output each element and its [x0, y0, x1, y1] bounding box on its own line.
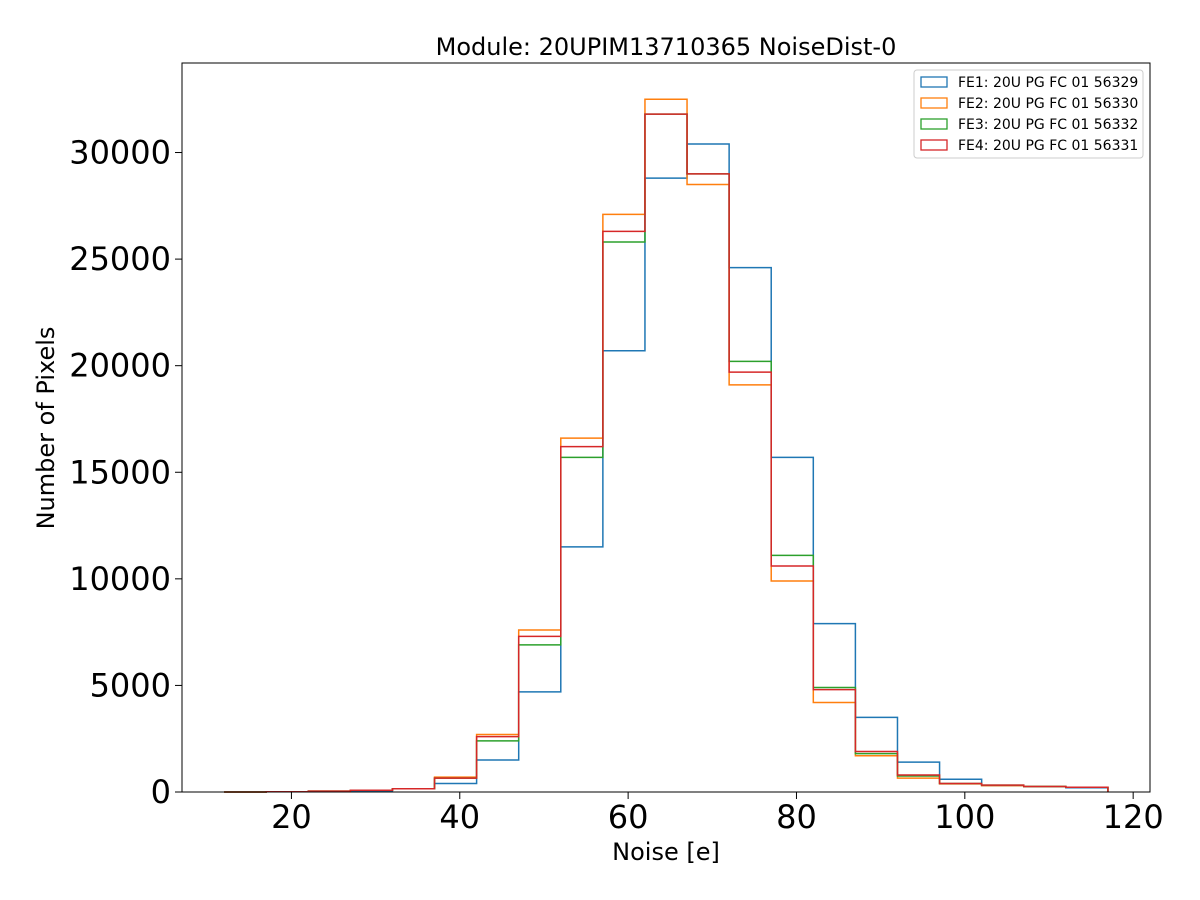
x-tick-label: 120 — [1103, 798, 1164, 836]
legend-swatch — [920, 76, 948, 88]
x-axis-ticks: 20 40 60 80 100 120 — [271, 792, 1164, 836]
series-1-histogram — [224, 143, 1109, 793]
legend-swatch — [920, 118, 948, 130]
chart-title: Module: 20UPIM13710365 NoiseDist-0 — [436, 33, 897, 61]
x-tick-label: 20 — [271, 798, 312, 836]
series-3-histogram — [224, 113, 1109, 793]
legend-swatch — [920, 97, 948, 109]
y-tick-label: 10000 — [69, 560, 171, 598]
legend: FE1: 20U PG FC 01 56329 FE2: 20U PG FC 01… — [913, 69, 1144, 159]
y-axis-ticks: 0 5000 10000 15000 20000 25000 30000 — [69, 134, 182, 811]
x-tick-label: 100 — [934, 798, 995, 836]
legend-entry-label: FE1: 20U PG FC 01 56329 — [958, 75, 1138, 91]
y-axis-label: Number of Pixels — [32, 327, 60, 530]
series-4-histogram — [224, 113, 1109, 793]
series-layer — [224, 98, 1109, 793]
x-tick-label: 60 — [608, 798, 649, 836]
y-tick-label: 15000 — [69, 453, 171, 491]
y-tick-label: 30000 — [69, 134, 171, 172]
y-tick-label: 25000 — [69, 240, 171, 278]
legend-swatch — [920, 139, 948, 151]
legend-entry-label: FE2: 20U PG FC 01 56330 — [958, 96, 1138, 112]
legend-entry-label: FE3: 20U PG FC 01 56332 — [958, 117, 1138, 133]
y-tick-label: 5000 — [90, 666, 171, 704]
x-tick-label: 40 — [439, 798, 480, 836]
plot-frame — [181, 62, 1151, 793]
y-tick-label: 0 — [151, 773, 171, 811]
series-2-histogram — [224, 98, 1109, 793]
x-axis-label: Noise [e] — [612, 838, 720, 866]
y-tick-label: 20000 — [69, 347, 171, 385]
legend-entry-label: FE4: 20U PG FC 01 56331 — [958, 138, 1138, 154]
x-tick-label: 80 — [776, 798, 817, 836]
legend-box — [913, 69, 1144, 159]
